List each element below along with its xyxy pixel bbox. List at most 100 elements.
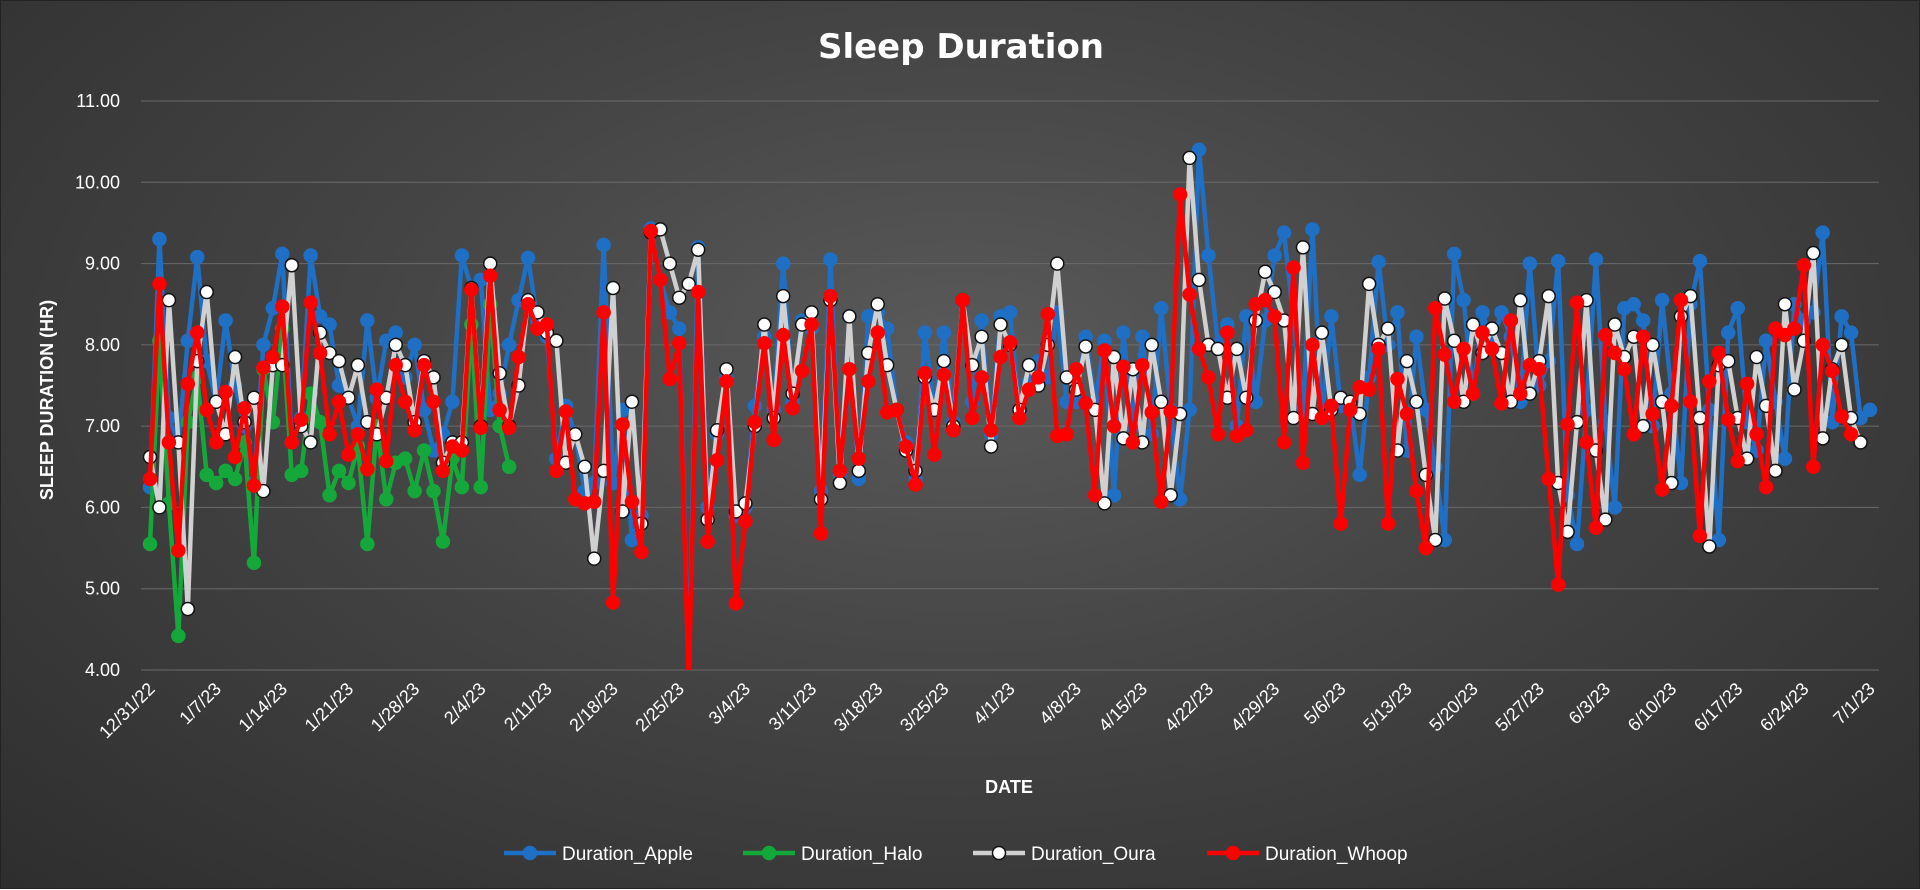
data-point [1229,341,1245,357]
data-point [671,335,687,351]
data-point [312,345,328,361]
data-point [1777,451,1793,466]
data-point [1116,359,1131,375]
y-tick-label: 7.00 [85,416,120,436]
data-point [870,325,885,340]
x-axis-title: DATE [985,777,1033,797]
data-point [152,276,167,292]
data-point [482,256,498,271]
data-point [379,492,394,507]
data-point [804,305,819,320]
data-point [227,471,243,487]
data-point [1106,487,1122,503]
data-point [1475,325,1490,340]
data-point [303,248,318,263]
data-point [1446,333,1462,349]
data-point [360,313,375,328]
data-point [161,292,177,308]
data-point [1777,296,1793,312]
data-point [275,246,290,262]
data-point [1834,309,1849,324]
legend-label: Duration_Apple [562,844,693,865]
data-point [1040,306,1056,322]
data-point [1324,398,1339,414]
data-point [596,237,611,253]
x-tick-label: 3/11/23 [765,679,821,735]
data-point [1068,361,1084,377]
data-point [1428,301,1443,316]
data-point [1806,459,1821,475]
data-point [190,325,205,340]
data-point [671,321,687,336]
data-point [227,349,243,365]
data-point [369,382,385,397]
data-point [1560,417,1575,432]
data-point [1853,435,1868,450]
data-point [520,250,536,266]
data-point [360,536,375,552]
data-point [1702,539,1717,554]
legend-label: Duration_Halo [801,844,922,865]
data-point [1380,321,1396,336]
data-point [199,467,214,483]
data-point [1125,435,1141,450]
data-point [681,276,696,292]
data-point [1380,516,1396,531]
series-line [147,155,1863,612]
data-point [520,296,536,312]
data-point [1843,325,1859,340]
data-point [1390,371,1405,387]
data-point [1730,453,1745,469]
data-point [993,349,1008,365]
data-point [1541,288,1556,304]
data-point [341,475,356,491]
data-point [785,401,800,416]
data-point [1220,325,1235,340]
data-point [1465,386,1481,401]
data-point [501,420,517,436]
data-point [1163,404,1178,419]
data-point [1021,382,1037,397]
x-tick-label: 4/15/23 [1095,679,1152,736]
data-point [492,402,507,418]
data-point [747,414,763,430]
data-point [1144,405,1160,420]
y-tick-label: 5.00 [85,579,120,599]
series-layer [142,142,1878,670]
data-point [454,443,470,458]
data-point [1267,248,1282,263]
x-tick-label: 4/1/23 [969,679,1019,729]
data-point [851,463,867,479]
data-point [1465,317,1481,332]
data-point [1768,463,1783,479]
data-point [1579,435,1594,450]
data-point [927,447,942,462]
legend-item: Duration_Whoop [1207,844,1408,865]
data-point [1342,402,1358,418]
y-tick-label: 8.00 [85,335,120,355]
data-point [1617,361,1632,377]
data-point [1862,402,1878,418]
data-point [549,333,564,349]
data-point [1720,412,1736,427]
data-point [199,402,214,418]
data-point [331,353,347,369]
data-point [322,427,337,442]
data-point [1635,313,1651,328]
data-point [161,435,177,450]
data-point [690,284,706,300]
x-tick-label: 5/6/23 [1300,679,1350,729]
data-point [1815,337,1830,353]
data-point [1692,253,1708,269]
data-point [1531,361,1547,377]
data-point [331,463,347,479]
data-point [1550,577,1566,592]
data-point [624,494,640,509]
data-point [1153,394,1169,410]
data-point [1267,309,1282,324]
data-point [1503,313,1519,328]
data-point [303,295,318,310]
data-point [983,422,999,438]
data-point [1815,225,1830,240]
